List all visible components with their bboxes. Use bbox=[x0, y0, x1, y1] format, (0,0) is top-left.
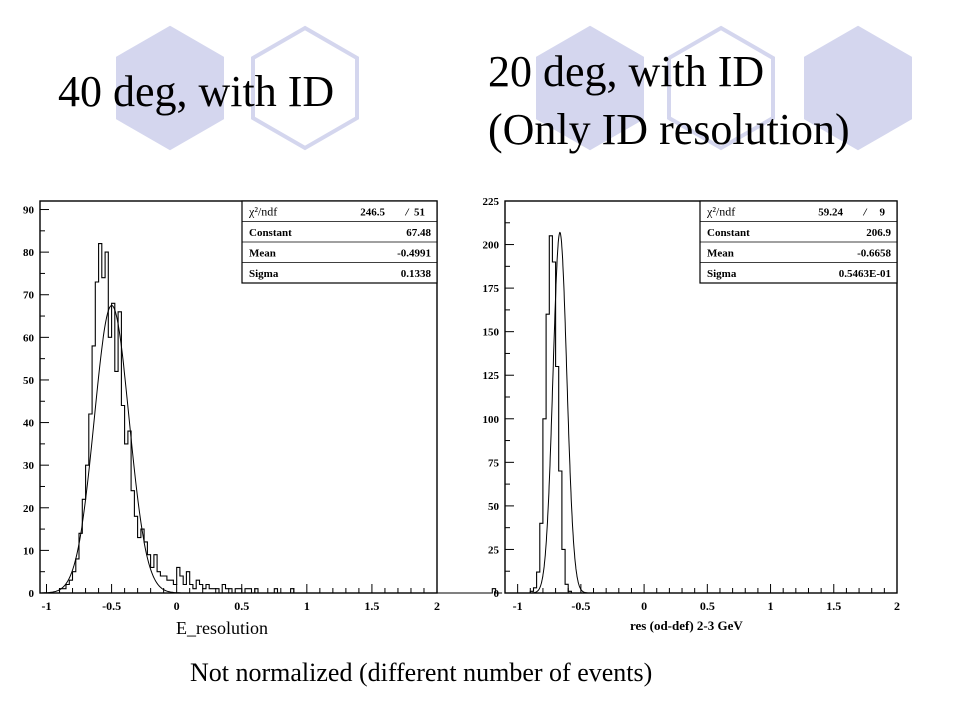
title-right-line2: (Only ID resolution) bbox=[488, 105, 850, 154]
hexagon-filled-2 bbox=[536, 25, 644, 151]
stats-value: -0.6658 bbox=[857, 247, 891, 259]
stats-label: Constant bbox=[249, 227, 292, 239]
x-tick-label: 0 bbox=[641, 599, 647, 613]
gaussian-fit-curve bbox=[532, 231, 588, 594]
stats-label: Mean bbox=[707, 247, 734, 259]
stats-value: 59.24 bbox=[818, 206, 843, 218]
y-tick-label: 125 bbox=[483, 370, 500, 382]
x-tick-label: 1.5 bbox=[826, 599, 841, 613]
stats-label: χ²/ndf bbox=[706, 204, 735, 218]
y-tick-label: 50 bbox=[23, 375, 35, 387]
y-tick-label: 225 bbox=[483, 196, 500, 208]
x-axis-label-right: res (od-def) 2-3 GeV bbox=[630, 618, 743, 633]
x-tick-label: 2 bbox=[894, 599, 900, 613]
stats-value: -0.4991 bbox=[397, 247, 431, 259]
chart-panel-1: 0 10 20 30 40 50 60 70 80 90 -1 -0.5 0 0.5 1 1.5 2 χ²/ndf… bbox=[23, 200, 503, 613]
chart-panel-2: 0 25 50 75 100 125 150 175 200 225 -1 -0.5 0 0.5 1 1.5 2… bbox=[483, 196, 901, 613]
x-axis-label-left: E_resolution bbox=[176, 618, 268, 638]
x-tick-label: 1 bbox=[304, 599, 310, 613]
y-tick-label: 40 bbox=[23, 418, 35, 430]
stats-separator: / bbox=[404, 206, 409, 218]
y-tick-label: 75 bbox=[488, 457, 500, 469]
stats-ndf-value: 9 bbox=[880, 206, 886, 218]
stats-separator: / bbox=[862, 206, 867, 218]
x-tick-label: 1.5 bbox=[364, 599, 379, 613]
y-tick-label: 175 bbox=[483, 283, 500, 295]
y-tick-label: 20 bbox=[23, 503, 35, 515]
title-right-line1: 20 deg, with ID bbox=[488, 47, 765, 96]
y-tick-label: 80 bbox=[23, 247, 35, 259]
y-tick-label: 30 bbox=[23, 460, 35, 472]
y-tick-label: 70 bbox=[23, 290, 35, 302]
hexagon-filled-1 bbox=[116, 25, 224, 151]
y-tick-label: 25 bbox=[488, 544, 500, 556]
y-tick-label: 50 bbox=[488, 501, 500, 513]
stats-value: 0.1338 bbox=[401, 268, 432, 280]
x-tick-label: 0.5 bbox=[234, 599, 249, 613]
y-tick-label: 60 bbox=[23, 332, 35, 344]
caption: Not normalized (different number of even… bbox=[190, 658, 653, 687]
y-tick-label: 0 bbox=[29, 588, 35, 600]
x-tick-label: -1 bbox=[42, 599, 52, 613]
gaussian-fit-curve bbox=[42, 304, 181, 594]
y-tick-label: 200 bbox=[483, 240, 500, 252]
y-tick-label: 150 bbox=[483, 327, 500, 339]
hexagon-outline-1 bbox=[251, 25, 359, 151]
x-tick-label: -1 bbox=[513, 599, 523, 613]
stats-label: Constant bbox=[707, 227, 750, 239]
x-tick-label: 0 bbox=[174, 599, 180, 613]
y-tick-label: 0 bbox=[494, 588, 500, 600]
histogram-outline bbox=[517, 235, 581, 594]
stats-label: Sigma bbox=[707, 268, 737, 280]
x-tick-label: -0.5 bbox=[102, 599, 121, 613]
stats-ndf-value: 51 bbox=[414, 206, 425, 218]
x-tick-label: 2 bbox=[434, 599, 440, 613]
x-tick-label: -0.5 bbox=[571, 599, 590, 613]
y-tick-label: 100 bbox=[483, 414, 500, 426]
y-tick-label: 90 bbox=[23, 205, 35, 217]
stats-value: 246.5 bbox=[360, 206, 385, 218]
x-tick-label: 0.5 bbox=[700, 599, 715, 613]
stats-value: 206.9 bbox=[866, 227, 891, 239]
x-tick-label: 1 bbox=[768, 599, 774, 613]
y-tick-label: 10 bbox=[23, 545, 35, 557]
plot-frame bbox=[39, 200, 438, 594]
histogram-outline bbox=[46, 243, 503, 594]
stats-value: 0.5463E-01 bbox=[839, 268, 891, 280]
stats-label: χ²/ndf bbox=[248, 204, 277, 218]
stats-value: 67.48 bbox=[406, 227, 431, 239]
stats-label: Sigma bbox=[249, 268, 279, 280]
stats-label: Mean bbox=[249, 247, 276, 259]
title-left: 40 deg, with ID bbox=[58, 67, 335, 116]
hexagon-outline-2 bbox=[667, 25, 775, 151]
hexagon-filled-3 bbox=[804, 25, 912, 151]
